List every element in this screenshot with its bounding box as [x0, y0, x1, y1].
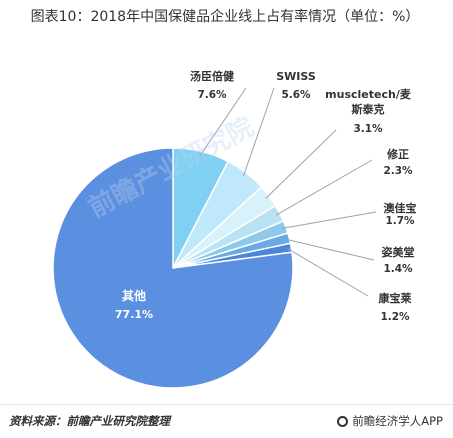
slice-value-label: 77.1%: [115, 308, 153, 321]
leader-line: [265, 129, 337, 199]
slice-label: 汤臣倍健: [190, 69, 235, 83]
footer: 资料来源：前瞻产业研究院整理 前瞻经济学人APP: [0, 404, 453, 435]
slice-label: 康宝莱: [379, 291, 412, 305]
slice-value-label: 1.7%: [385, 215, 415, 227]
slice-label: 修正: [386, 147, 409, 161]
slice-label: SWISS: [276, 70, 316, 83]
leader-line: [275, 159, 373, 216]
brand-logo-icon: [337, 415, 349, 427]
source-note: 资料来源：前瞻产业研究院整理: [9, 414, 170, 428]
slice-label: 姿美堂: [382, 245, 415, 259]
chart-title: 图表10：2018年中国保健品企业线上占有率情况（单位：%）: [30, 9, 420, 25]
slice-value-label: 2.3%: [383, 165, 413, 177]
pie-slice: [52, 147, 294, 389]
slice-label: muscletech/麦斯泰克: [325, 87, 412, 116]
leader-line: [200, 87, 247, 156]
slice-value-label: 1.4%: [383, 263, 413, 275]
leader-line: [287, 247, 369, 297]
leader-line: [285, 238, 375, 261]
brand-name: 前瞻经济学人APP: [352, 414, 443, 428]
leader-line: [281, 211, 377, 229]
slice-value-label: 1.2%: [380, 311, 410, 323]
slice-label: 澳佳宝: [384, 201, 417, 215]
slice-value-label: 3.1%: [353, 123, 383, 135]
slice-label: 其他: [122, 288, 146, 303]
pie-chart: 汤臣倍健 7.6% SWISS 5.6% muscletech/麦斯泰克 3.1%修正 2.…: [52, 69, 417, 389]
slice-value-label: 5.6%: [281, 89, 311, 101]
brand: 前瞻经济学人APP: [337, 413, 443, 429]
slice-value-label: 7.6%: [197, 89, 227, 101]
leader-line: [243, 87, 275, 177]
